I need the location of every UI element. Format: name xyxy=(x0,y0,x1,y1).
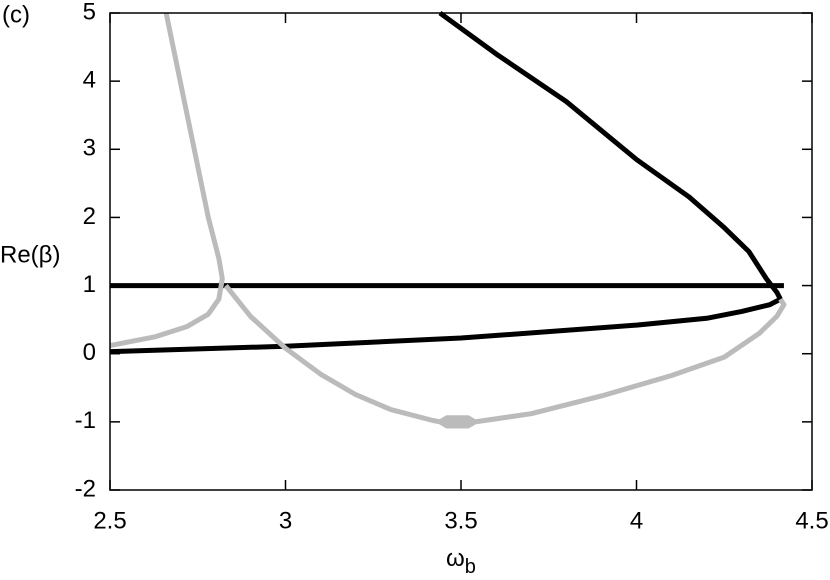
x-tick-label: 4 xyxy=(630,507,643,534)
line xyxy=(223,284,787,429)
line xyxy=(109,12,225,348)
y-tick-label: -1 xyxy=(75,407,96,434)
x-tick-label: 4.5 xyxy=(795,507,828,534)
y-tick-label: 5 xyxy=(83,0,96,25)
y-tick-label: -2 xyxy=(75,475,96,502)
x-tick-label: 2.5 xyxy=(93,507,126,534)
y-tick-label: 3 xyxy=(83,135,96,162)
x-axis-label-main: ω xyxy=(446,545,465,572)
annotation: (c) xyxy=(2,1,30,28)
y-axis-label: Re(β) xyxy=(0,241,60,268)
y-tick-label: 0 xyxy=(83,339,96,366)
y-tick-label: 2 xyxy=(83,203,96,230)
x-tick-label: 3.5 xyxy=(444,507,477,534)
y-tick-label: 4 xyxy=(83,66,96,93)
y-tick-label: 1 xyxy=(83,271,96,298)
x-tick-label: 3 xyxy=(279,507,292,534)
line xyxy=(109,10,783,355)
x-axis-label-sub: b xyxy=(465,556,476,578)
x-axis-label: ωb xyxy=(446,545,476,578)
